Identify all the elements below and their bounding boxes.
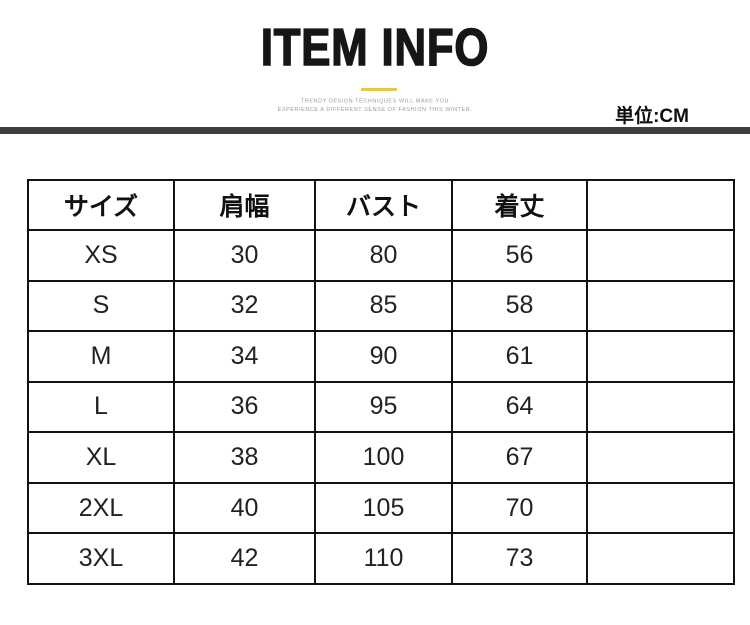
size-cell: XL (27, 431, 175, 484)
bust-cell: 80 (314, 229, 453, 282)
length-cell: 64 (451, 380, 588, 434)
bust-cell: 95 (314, 380, 453, 434)
length-cell: 56 (451, 229, 588, 282)
bust-cell: 85 (314, 279, 453, 333)
tagline-line-2: EXPERIENCE A DIFFERENT SENSE OF FASHION … (277, 106, 473, 113)
table-header-row: サイズ 肩幅 バスト 着丈 (27, 179, 735, 231)
size-cell: 3XL (27, 532, 175, 585)
bust-cell: 100 (314, 431, 453, 484)
length-cell: 67 (451, 431, 588, 484)
divider-bar (0, 127, 750, 134)
table-row-3xl: 3XL 42 110 73 (27, 532, 735, 585)
col-header-empty (586, 179, 735, 231)
unit-label: 単位:CM (615, 106, 689, 127)
bust-cell: 110 (314, 532, 453, 585)
length-cell: 70 (451, 481, 588, 535)
table-row-s: S 32 85 58 (27, 279, 735, 333)
shoulder-cell: 32 (173, 279, 316, 333)
size-cell: M (27, 330, 175, 383)
empty-cell (586, 330, 735, 383)
shoulder-cell: 40 (173, 481, 316, 535)
table-row-xl: XL 38 100 67 (27, 431, 735, 484)
table-row-2xl: 2XL 40 105 70 (27, 481, 735, 535)
bust-cell: 90 (314, 330, 453, 383)
size-cell: L (27, 380, 175, 434)
col-header-size: サイズ (27, 179, 175, 231)
empty-cell (586, 380, 735, 434)
table-row-xs: XS 30 80 56 (27, 229, 735, 282)
empty-cell (586, 532, 735, 585)
shoulder-cell: 36 (173, 380, 316, 434)
col-header-length: 着丈 (451, 179, 588, 231)
tagline-line-1: TRENDY DESIGN TECHNIQUES WILL MAKE YOU (300, 98, 450, 105)
empty-cell (586, 431, 735, 484)
length-cell: 58 (451, 279, 588, 333)
size-cell: S (27, 279, 175, 333)
size-table: サイズ 肩幅 バスト 着丈 XS 30 80 56 S 32 85 58 M 3… (27, 179, 735, 585)
shoulder-cell: 34 (173, 330, 316, 383)
page-title: ITEM INFO (260, 19, 490, 77)
length-cell: 61 (451, 330, 588, 383)
bust-cell: 105 (314, 481, 453, 535)
shoulder-cell: 42 (173, 532, 316, 585)
table-row-m: M 34 90 61 (27, 330, 735, 383)
tagline: TRENDY DESIGN TECHNIQUES WILL MAKE YOU E… (169, 97, 582, 114)
col-header-shoulder: 肩幅 (173, 179, 316, 231)
empty-cell (586, 279, 735, 333)
col-header-bust: バスト (314, 179, 453, 231)
empty-cell (586, 481, 735, 535)
shoulder-cell: 30 (173, 229, 316, 282)
length-cell: 73 (451, 532, 588, 585)
shoulder-cell: 38 (173, 431, 316, 484)
size-cell: 2XL (27, 481, 175, 535)
table-row-l: L 36 95 64 (27, 380, 735, 434)
accent-dash (361, 88, 397, 91)
size-cell: XS (27, 229, 175, 282)
empty-cell (586, 229, 735, 282)
